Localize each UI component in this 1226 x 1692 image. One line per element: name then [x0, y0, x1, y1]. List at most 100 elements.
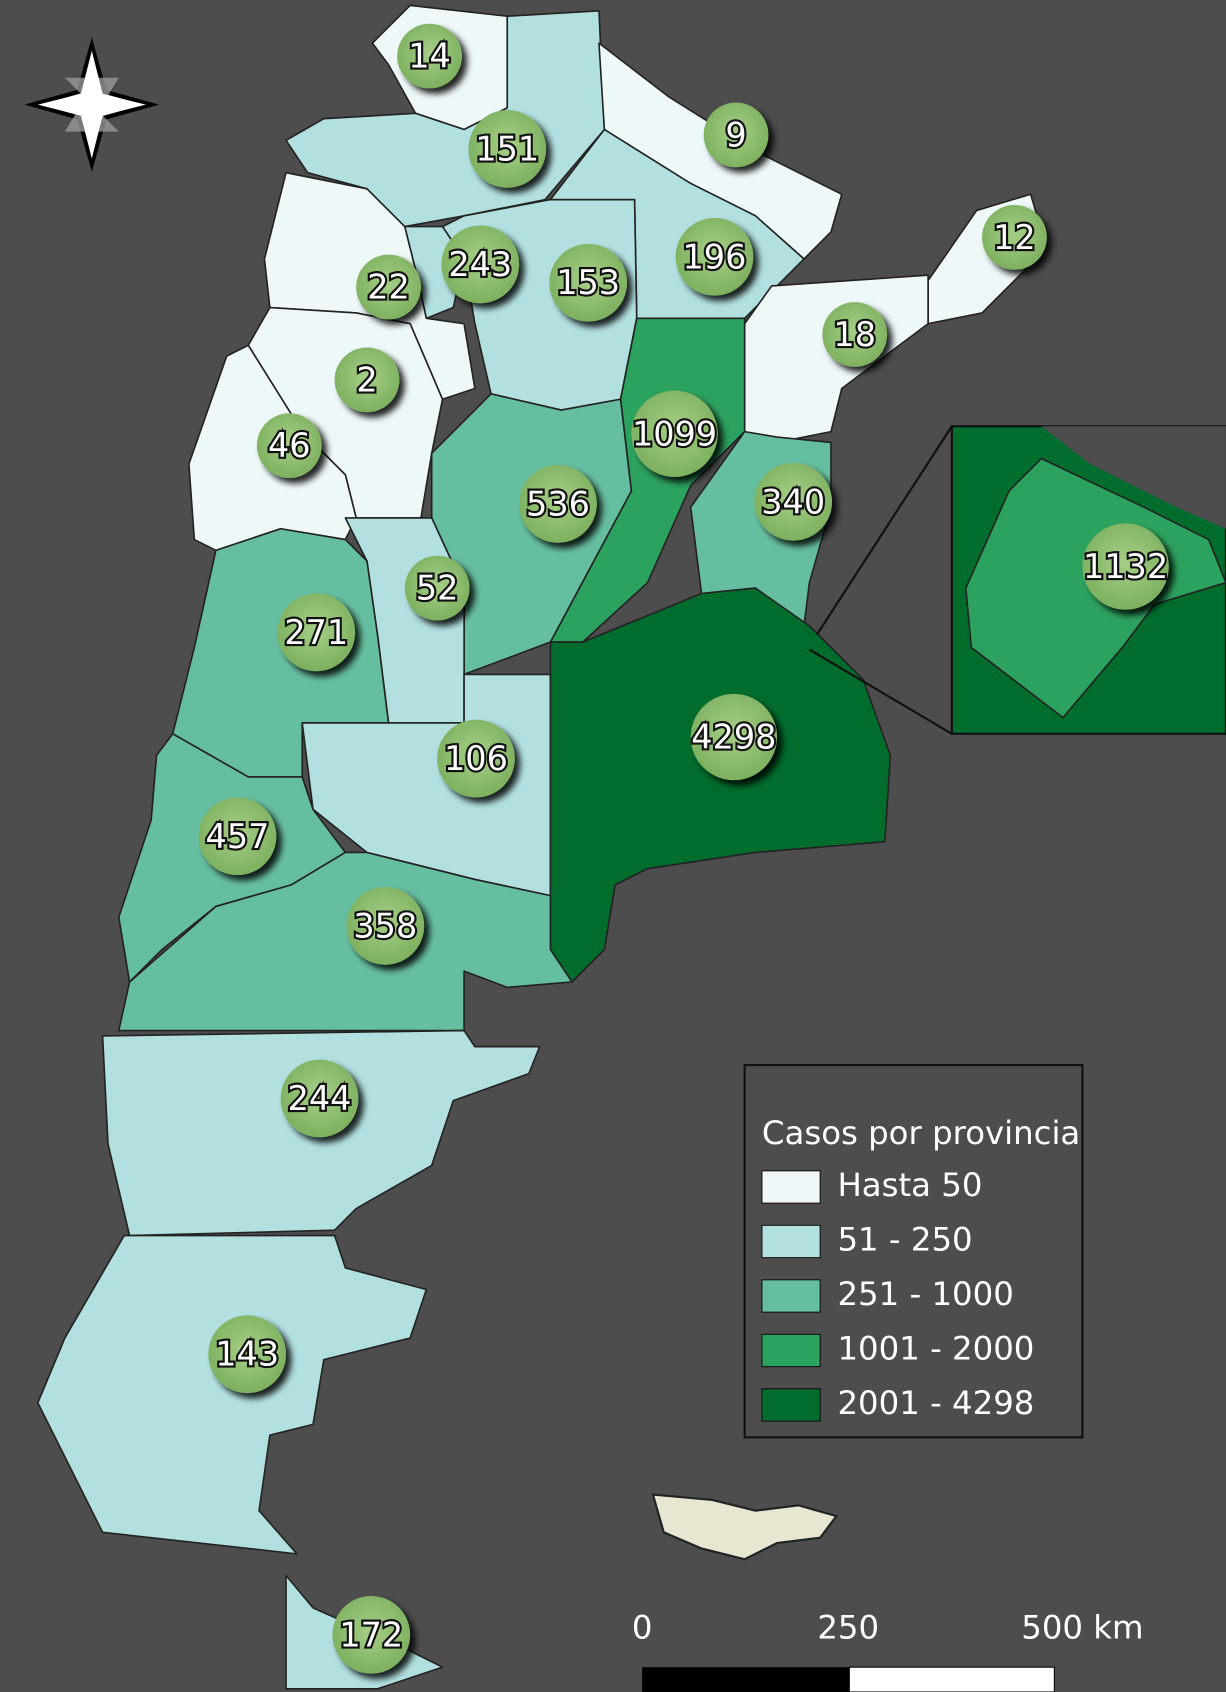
north-arrow [24, 37, 160, 173]
province [117, 851, 573, 1032]
marker-circle [356, 254, 421, 320]
legend-label: 2001 - 4298 [837, 1384, 1034, 1422]
marker-label: 2 [356, 360, 377, 399]
marker: 143 [208, 1315, 287, 1394]
marker-circle [404, 555, 470, 621]
marker-circle [437, 719, 515, 798]
marker-circle [631, 390, 718, 477]
marker: 4298 [689, 693, 779, 781]
marker-label: 106 [444, 739, 508, 778]
marker: 271 [277, 593, 356, 672]
marker: 457 [198, 797, 277, 876]
inset-connector [808, 648, 953, 735]
marker: 358 [346, 887, 425, 965]
marker: 1099 [630, 390, 719, 477]
marker: 172 [332, 1595, 411, 1674]
marker: 9 [703, 102, 769, 168]
province [37, 1234, 428, 1555]
marker: 244 [280, 1059, 359, 1138]
legend-frame [743, 1063, 1084, 1439]
marker-circle [822, 302, 888, 367]
marker: 2 [334, 347, 400, 413]
scale-label: 250 [817, 1608, 879, 1646]
marker-circle [441, 225, 520, 304]
marker-label: 143 [215, 1335, 279, 1374]
scale-label: 0 [632, 1608, 653, 1646]
marker-label: 9 [725, 115, 746, 154]
marker-circle [256, 413, 322, 479]
legend-items: Hasta 50 51 - 250 251 - 1000 1001 - 2000 200… [761, 1166, 1034, 1422]
marker-circle [982, 205, 1047, 270]
marker: 1132 [1081, 523, 1170, 610]
marker: 106 [437, 719, 515, 798]
legend-swatch [761, 1333, 821, 1368]
scale-label: 500 km [1021, 1608, 1143, 1646]
marker: 22 [356, 254, 421, 320]
inset-water [1041, 426, 1226, 529]
inset-connector [816, 425, 953, 636]
legend-label: 1001 - 2000 [837, 1329, 1034, 1367]
marker-circle [703, 102, 769, 168]
legend-swatch [761, 1279, 821, 1313]
marker-circle [280, 1059, 359, 1138]
marker-circle [397, 23, 462, 89]
marker-circle [519, 465, 597, 543]
marker: 196 [675, 217, 754, 296]
marker-circle [675, 217, 754, 296]
marker-label: 151 [475, 129, 539, 168]
marker-circle [690, 693, 778, 781]
marker: 46 [256, 413, 322, 479]
marker: 536 [519, 465, 597, 543]
markers: 14 151 9 12 243 153 196 22 18 2 1099 46 536 340 1132 52… [198, 23, 1170, 1674]
marker-label: 46 [268, 426, 311, 465]
marker-label: 457 [206, 817, 270, 856]
marker: 151 [468, 110, 547, 188]
marker: 12 [982, 205, 1047, 270]
legend-label: 251 - 1000 [837, 1275, 1013, 1313]
marker: 52 [404, 555, 470, 621]
legend-swatch [761, 1170, 821, 1204]
legend-swatch [761, 1224, 821, 1259]
marker-circle [332, 1595, 411, 1674]
marker-circle [549, 243, 628, 322]
province [430, 393, 633, 676]
marker-label: 1099 [632, 414, 717, 453]
scale-segment [848, 1666, 1055, 1692]
marker-label: 244 [288, 1079, 352, 1118]
marker-label: 340 [761, 482, 825, 521]
marker: 340 [754, 462, 833, 541]
marker: 14 [397, 23, 462, 89]
marker-label: 196 [683, 237, 747, 276]
marker-label: 14 [408, 37, 451, 76]
marker-label: 536 [526, 484, 590, 523]
marker-circle [468, 110, 547, 188]
legend-label: 51 - 250 [837, 1220, 972, 1258]
marker: 18 [822, 302, 888, 367]
legend-label: Hasta 50 [837, 1166, 982, 1204]
marker-label: 52 [416, 569, 459, 608]
marker-label: 358 [353, 906, 417, 945]
marker-label: 271 [284, 613, 348, 652]
falkland-islands [651, 1493, 839, 1561]
marker: 243 [441, 225, 520, 304]
marker-circle [754, 462, 833, 541]
legend-swatch [761, 1388, 821, 1422]
marker-label: 22 [367, 268, 410, 307]
legend-title: Casos por provincia [762, 1114, 1080, 1152]
scale-bar: 0 250 500 km [632, 1608, 1144, 1692]
marker-label: 153 [556, 263, 620, 302]
marker-circle [198, 797, 277, 876]
province [549, 587, 892, 983]
marker-label: 243 [448, 245, 512, 284]
marker-label: 1132 [1083, 547, 1168, 586]
marker: 153 [549, 243, 628, 322]
marker-circle [334, 347, 400, 413]
marker-label: 4298 [691, 718, 776, 757]
legend: Casos por provincia Hasta 50 51 - 250 251 … [743, 1063, 1084, 1439]
scale-segment [642, 1667, 850, 1692]
marker-circle [277, 593, 356, 672]
marker-label: 18 [833, 315, 876, 354]
marker-label: 172 [339, 1615, 403, 1654]
